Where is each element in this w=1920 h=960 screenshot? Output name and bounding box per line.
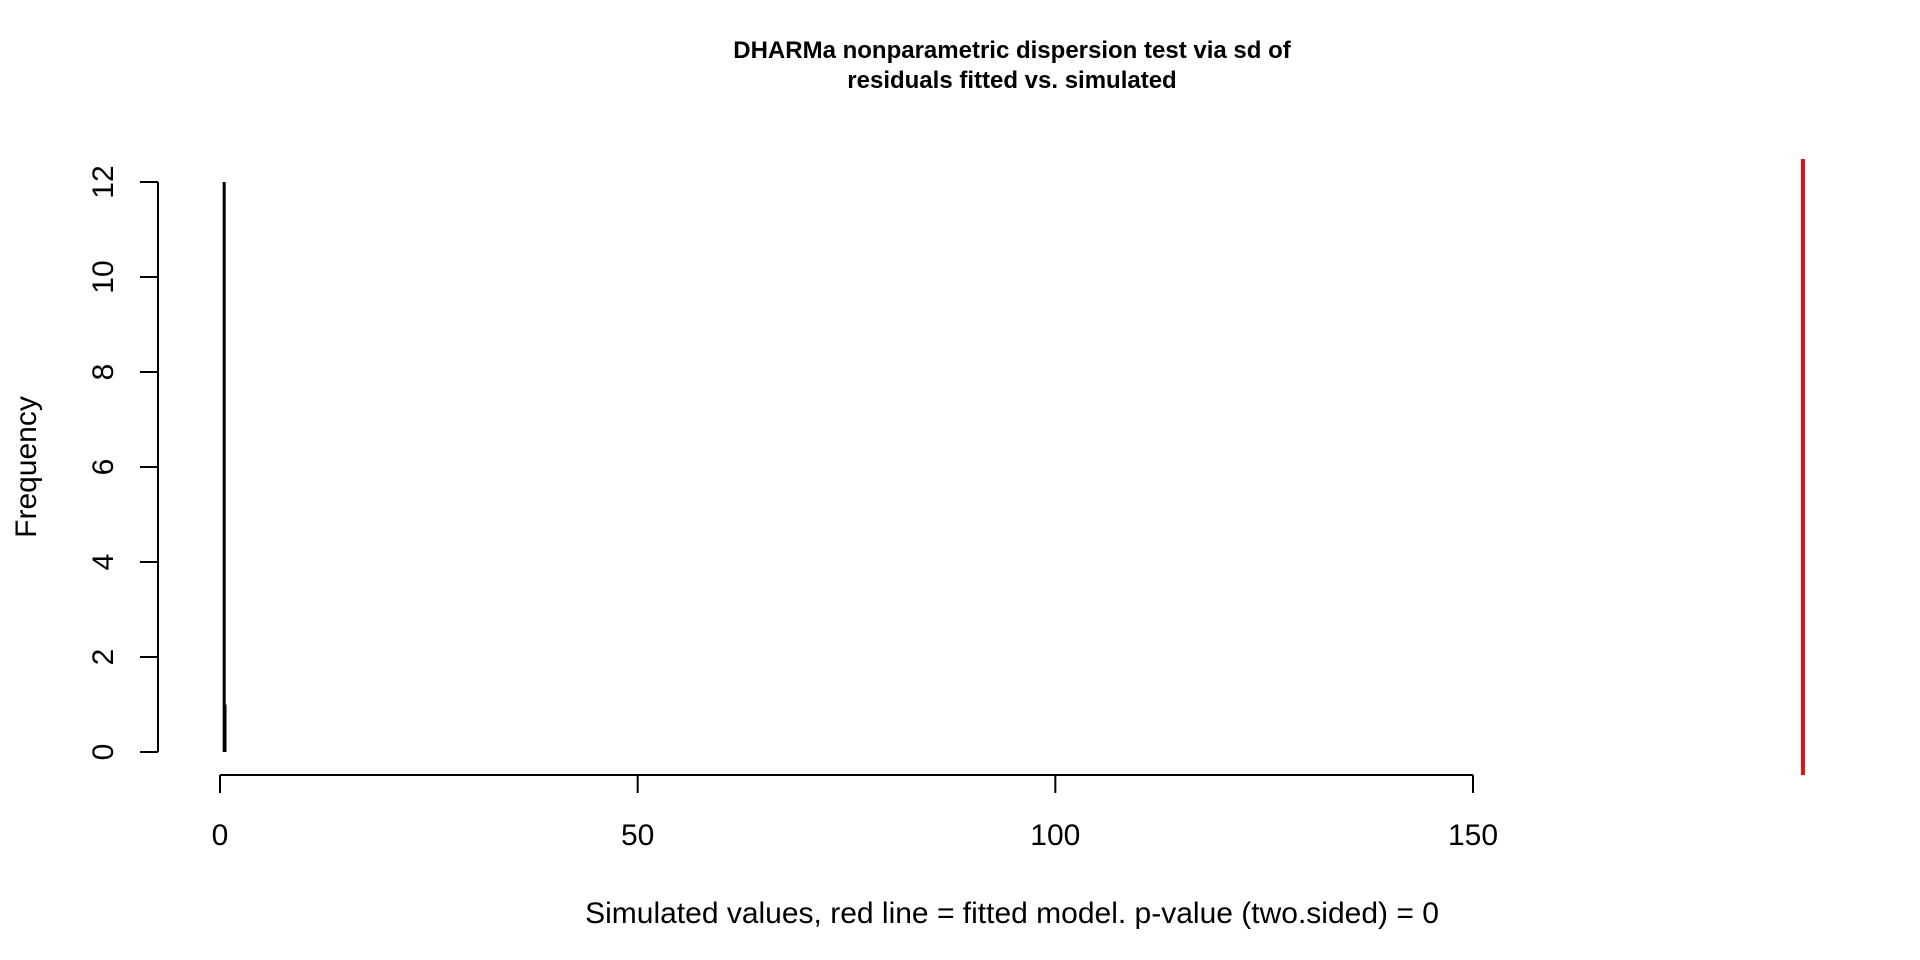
y-tick-label: 0 [87, 744, 120, 761]
histogram-bars [222, 182, 227, 752]
y-tick-label: 12 [87, 165, 120, 198]
y-tick-label: 8 [87, 364, 120, 381]
x-axis: 0 50 100 150 [212, 774, 1498, 852]
y-tick-label: 6 [87, 459, 120, 476]
y-axis-label: Frequency [10, 396, 43, 538]
x-tick-label: 50 [621, 819, 654, 852]
chart-title-line-2: residuals fitted vs. simulated [847, 67, 1176, 94]
chart-title: DHARMa nonparametric dispersion test via… [733, 37, 1291, 94]
x-tick-label: 0 [212, 819, 229, 852]
y-axis: 0 2 4 6 8 10 12 [87, 165, 159, 760]
y-axis-ticks: 0 2 4 6 8 10 12 [87, 165, 158, 760]
x-tick-label: 150 [1448, 819, 1498, 852]
y-tick-label: 4 [87, 554, 120, 571]
x-tick-label: 100 [1030, 819, 1080, 852]
y-tick-label: 2 [87, 649, 120, 666]
x-axis-ticks: 0 50 100 150 [212, 775, 1498, 852]
chart-title-line-1: DHARMa nonparametric dispersion test via… [733, 37, 1291, 64]
x-axis-label: Simulated values, red line = fitted mode… [585, 897, 1439, 930]
y-tick-label: 10 [87, 260, 120, 293]
